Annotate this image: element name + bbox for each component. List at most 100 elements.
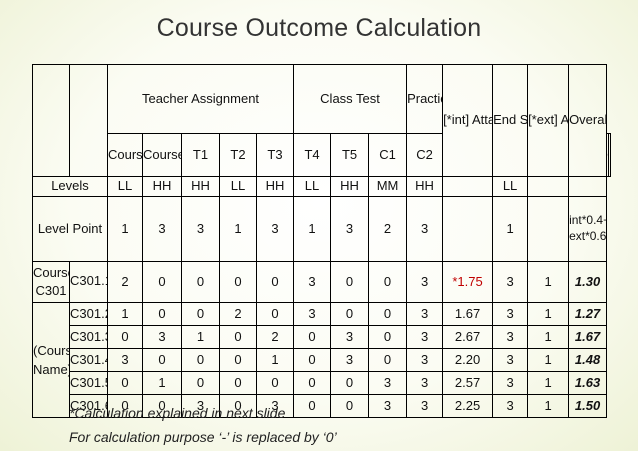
score-cell: 3	[406, 394, 444, 418]
score-cell: 0	[219, 261, 257, 303]
score-cell: 3	[406, 371, 444, 395]
ext-attainment-value: 1	[527, 394, 570, 418]
level-cell: HH	[181, 176, 220, 197]
col-header-t2: T2	[219, 133, 257, 177]
levels-int-blank	[442, 176, 494, 197]
score-cell: 0	[107, 325, 143, 349]
score-cell: 1	[255, 348, 295, 372]
level-cell: MM	[368, 176, 408, 197]
level-cell: HH	[330, 176, 370, 197]
score-cell: 3	[293, 302, 332, 326]
col-header-t3: T3	[255, 133, 295, 177]
header-int-attainment: [*int] Attainment Level (Internal)	[442, 64, 494, 177]
col-header-pr: Pr	[608, 133, 611, 177]
score-cell: 0	[293, 325, 332, 349]
levels-overall-blank	[568, 176, 608, 197]
course-name-group: (Course Name)	[32, 302, 70, 418]
level-point-cell: 1	[107, 196, 143, 262]
header-class-test: Class Test	[293, 64, 408, 134]
header-course-outcome: Course Outcome	[107, 133, 143, 177]
score-cell: 0	[181, 261, 220, 303]
col-header-t5: T5	[330, 133, 370, 177]
score-cell: 0	[142, 261, 182, 303]
overall-attainment-value: 1.67	[568, 325, 608, 349]
score-cell: 3	[368, 394, 408, 418]
score-cell: 3	[368, 371, 408, 395]
score-cell: 3	[107, 348, 143, 372]
score-cell: 0	[142, 302, 182, 326]
int-attainment-value: 2.20	[442, 348, 494, 372]
course-outcome-code: C301.3	[69, 325, 108, 349]
level-cell: LL	[219, 176, 257, 197]
score-cell: 3	[330, 325, 370, 349]
score-cell: 0	[293, 371, 332, 395]
header-teacher-assignment: Teacher Assignment	[106, 64, 295, 134]
score-cell: 0	[255, 371, 295, 395]
overall-attainment-value: 1.63	[568, 371, 608, 395]
score-cell: 0	[219, 325, 257, 349]
course-outcome-code: C301.1	[69, 261, 108, 303]
score-cell: 3	[330, 348, 370, 372]
overall-formula: int*0.4+ ext*0.6	[568, 196, 608, 262]
level-cell: HH	[406, 176, 444, 197]
col-header-t4: T4	[293, 133, 332, 177]
score-cell: 0	[219, 348, 257, 372]
header-overall: Overall Attainment	[568, 64, 608, 177]
header-ext-attainment: [*ext] Attainment Level (External)	[527, 64, 570, 177]
score-cell: 0	[181, 348, 220, 372]
level-point-cell: 2	[368, 196, 408, 262]
ext-attainment-value: 1	[527, 325, 570, 349]
level-point-end-sem: 1	[492, 196, 529, 262]
score-cell: 0	[293, 348, 332, 372]
overall-attainment-value: 1.30	[568, 261, 608, 303]
score-cell: 1	[181, 325, 220, 349]
note-calculation: *Calculation explained in next slide	[69, 405, 286, 421]
level-cell: LL	[107, 176, 143, 197]
score-cell: 0	[368, 325, 408, 349]
score-cell: 3	[255, 394, 295, 418]
col-header-c1: C1	[368, 133, 408, 177]
end-sem-value: 3	[492, 348, 529, 372]
score-cell: 3	[406, 325, 444, 349]
end-sem-value: 3	[492, 371, 529, 395]
score-cell: 3	[406, 348, 444, 372]
course-outcome-code: C301.4	[69, 348, 108, 372]
score-cell: 0	[219, 394, 257, 418]
score-cell: 2	[107, 261, 143, 303]
level-point-ext-blank	[527, 196, 570, 262]
int-attainment-value: 1.67	[442, 302, 494, 326]
level-point-int-blank	[442, 196, 494, 262]
col-header-c2: C2	[406, 133, 444, 177]
int-attainment-value: 2.25	[442, 394, 494, 418]
end-sem-value: 3	[492, 394, 529, 418]
header-blank	[32, 64, 70, 177]
course-name-cell: Course: C301	[32, 261, 70, 303]
level-point-cell: 3	[406, 196, 444, 262]
note-replacement: For calculation purpose ‘-’ is replaced …	[69, 429, 337, 445]
score-cell: 0	[107, 371, 143, 395]
score-cell: 0	[142, 348, 182, 372]
overall-attainment-value: 1.27	[568, 302, 608, 326]
ext-attainment-value: 1	[527, 302, 570, 326]
score-cell: 3	[293, 261, 332, 303]
end-sem-value: 3	[492, 325, 529, 349]
header-end-sem: End Sem Exam	[492, 64, 529, 177]
score-cell: 0	[368, 302, 408, 326]
score-cell: 0	[293, 394, 332, 418]
slide-title: Course Outcome Calculation	[156, 14, 482, 42]
col-header-t1: T1	[181, 133, 220, 177]
score-cell: 0	[181, 371, 220, 395]
level-point-cell: 3	[255, 196, 295, 262]
course-outcome-code: C301.6	[69, 394, 108, 418]
level-point-cell: 1	[219, 196, 257, 262]
level-point-cell: 3	[142, 196, 182, 262]
overall-attainment-value: 1.48	[568, 348, 608, 372]
score-cell: 0	[107, 394, 143, 418]
ext-attainment-value: 1	[527, 261, 570, 303]
score-cell: 0	[368, 348, 408, 372]
course-outcome-code: C301.2	[69, 302, 108, 326]
score-cell: 1	[142, 371, 182, 395]
level-cell: LL	[293, 176, 332, 197]
score-cell: 0	[181, 302, 220, 326]
